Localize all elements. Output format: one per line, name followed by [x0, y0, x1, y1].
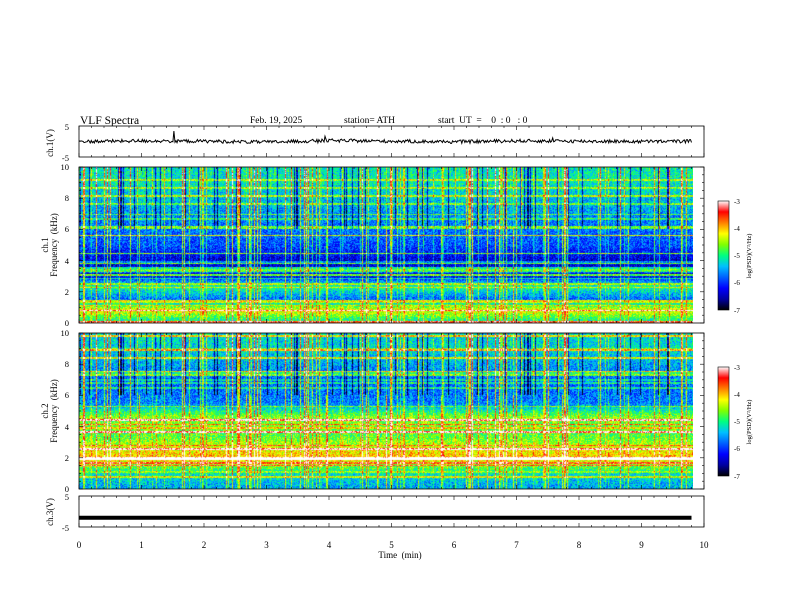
time-axis-ticks: 0 1 2 3 4 5 6 7 8 9 10	[77, 540, 709, 550]
ch1-spectrogram-ylabel-freq: Frequency (kHz)	[49, 213, 59, 276]
ch1-ytick-bottom: -5	[62, 153, 69, 163]
date-label: Feb. 19, 2025	[250, 116, 303, 126]
ch1-waveform-trace	[78, 131, 692, 145]
ch3-waveform-frame	[78, 495, 705, 528]
ch1-freq-tick-2: 2	[65, 287, 69, 297]
ch3-waveform-panel: 5 -5 ch.3(V)	[45, 492, 705, 533]
colorbar-ch1-tick-0: -3	[734, 198, 740, 206]
colorbar-ch2-tick-4: -7	[734, 473, 740, 481]
ch1-spectrogram-yticks: 10 8 6 4 2 0	[61, 162, 70, 328]
colorbar-ch2: -3 -4 -5 -6 -7 log(PSD)(V²/Hz)	[717, 364, 753, 481]
ch3-ytick-top: 5	[65, 492, 69, 502]
time-tick-6: 6	[452, 540, 457, 550]
figure-title: VLF Spectra	[80, 115, 139, 127]
time-tick-7: 7	[514, 540, 519, 550]
axis-tick-marks	[78, 126, 705, 527]
time-tick-5: 5	[389, 540, 394, 550]
time-tick-4: 4	[327, 540, 332, 550]
time-tick-3: 3	[264, 540, 269, 550]
ch1-freq-tick-4: 4	[65, 256, 70, 266]
ch3-waveform-ylabel: ch.3(V)	[45, 498, 55, 526]
ch2-freq-tick-2: 2	[65, 453, 69, 463]
station-label: station= ATH	[344, 116, 395, 126]
ch2-freq-tick-6: 6	[65, 390, 69, 400]
colorbar-ch2-tick-1: -4	[734, 391, 740, 399]
ch1-waveform-ylabel: ch.1(V)	[45, 129, 55, 157]
ch1-freq-tick-10: 10	[61, 162, 70, 172]
ch2-spectrogram-image	[79, 333, 693, 489]
ch3-ytick-bottom: -5	[62, 523, 69, 533]
ch1-spectrogram-ylabel: ch.1	[40, 237, 50, 252]
time-tick-0: 0	[77, 540, 82, 550]
colorbar-ch1-tick-2: -5	[734, 252, 740, 260]
colorbar-ch2-tick-3: -6	[734, 445, 740, 453]
time-tick-8: 8	[577, 540, 582, 550]
colorbar-ch2-label: log(PSD)(V²/Hz)	[746, 400, 753, 445]
colorbar-ch1-tick-4: -7	[734, 307, 740, 315]
ch1-freq-tick-0: 0	[65, 318, 69, 328]
start-time-label: start UT = 0 : 0 : 0	[438, 116, 528, 126]
colorbar-ch1-tick-1: -4	[734, 225, 740, 233]
time-tick-9: 9	[639, 540, 644, 550]
ch1-freq-tick-8: 8	[65, 193, 69, 203]
ch2-freq-tick-8: 8	[65, 359, 69, 369]
colorbar-ch1-label: log(PSD)(V²/Hz)	[746, 234, 753, 279]
ch2-spectrogram-ylabel-freq: Frequency (kHz)	[49, 379, 59, 442]
ch2-spectrogram-panel: 10 8 6 4 2 0 ch.2 Frequency (kHz)	[40, 328, 705, 494]
time-tick-10: 10	[700, 540, 710, 550]
ch2-spectrogram-ylabel: ch.2	[40, 403, 50, 418]
ch1-spectrogram-image	[79, 167, 693, 323]
time-axis-label: Time (min)	[378, 550, 421, 560]
time-tick-2: 2	[202, 540, 207, 550]
colorbar-ch1: -3 -4 -5 -6 -7 log(PSD)(V²/Hz)	[717, 198, 753, 315]
colorbar-ch1-tick-3: -6	[734, 279, 740, 287]
ch2-freq-tick-4: 4	[65, 422, 70, 432]
ch2-freq-tick-0: 0	[65, 484, 69, 494]
ch1-waveform-panel: 5 -5 ch.1(V)	[45, 122, 705, 163]
ch1-freq-tick-6: 6	[65, 224, 69, 234]
time-tick-1: 1	[139, 540, 144, 550]
ch1-spectrogram-panel: 10 8 6 4 2 0 ch.1 Frequency (kHz)	[40, 162, 705, 328]
colorbar-ch2-scale	[717, 366, 730, 477]
colorbar-ch2-tick-0: -3	[734, 364, 740, 372]
ch2-spectrogram-yticks: 10 8 6 4 2 0	[61, 328, 70, 494]
colorbar-ch2-tick-2: -5	[734, 418, 740, 426]
ch2-freq-tick-10: 10	[61, 328, 70, 338]
colorbar-ch1-scale	[717, 200, 730, 311]
ch1-ytick-top: 5	[65, 122, 69, 132]
